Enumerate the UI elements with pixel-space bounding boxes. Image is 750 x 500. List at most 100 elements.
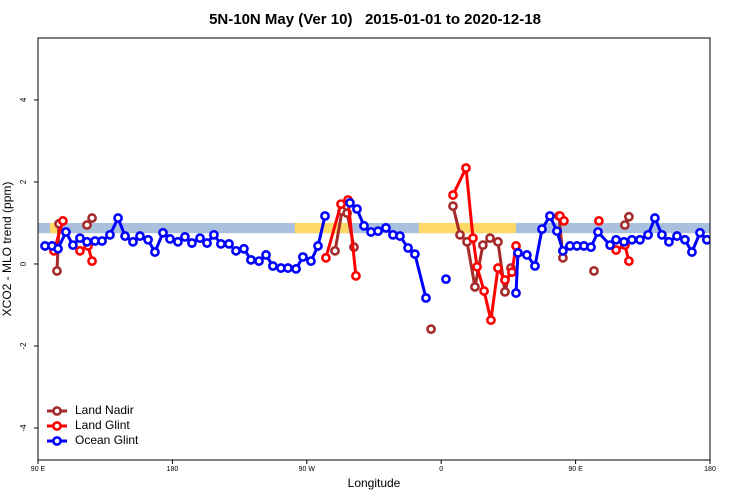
data-point bbox=[619, 220, 630, 230]
data-point bbox=[351, 270, 361, 281]
series-line bbox=[45, 201, 708, 299]
band-highlight bbox=[418, 222, 516, 234]
y-tick-label: 2 bbox=[19, 179, 28, 184]
data-point bbox=[619, 236, 629, 247]
data-point bbox=[53, 243, 63, 254]
reference-band bbox=[38, 222, 710, 234]
data-point bbox=[165, 234, 175, 244]
y-axis-label: XCO2 - MLO trend (ppm) bbox=[0, 182, 14, 317]
data-point bbox=[649, 213, 660, 223]
data-point bbox=[395, 231, 405, 241]
data-point bbox=[657, 229, 667, 240]
data-point bbox=[421, 293, 431, 303]
data-point bbox=[558, 245, 568, 256]
data-point bbox=[128, 236, 138, 247]
data-point bbox=[493, 263, 503, 273]
data-point bbox=[330, 245, 340, 256]
data-point bbox=[426, 324, 436, 335]
marks-layer bbox=[40, 162, 710, 335]
data-point bbox=[87, 213, 97, 223]
data-point bbox=[113, 213, 123, 223]
data-point bbox=[313, 241, 323, 251]
data-point bbox=[461, 163, 471, 173]
y-tick-label: 0 bbox=[19, 261, 28, 266]
data-point bbox=[143, 234, 153, 245]
y-tick-label: 4 bbox=[19, 97, 28, 102]
data-point bbox=[321, 252, 331, 263]
data-point bbox=[507, 267, 517, 278]
data-point bbox=[593, 216, 604, 226]
data-point bbox=[611, 234, 621, 245]
data-point bbox=[455, 229, 465, 240]
data-point bbox=[254, 256, 264, 266]
data-point bbox=[687, 247, 697, 257]
data-point bbox=[589, 266, 599, 276]
data-point bbox=[87, 256, 97, 266]
legend-marker bbox=[52, 421, 62, 431]
legend-label: Ocean Glint bbox=[75, 433, 139, 447]
data-point bbox=[283, 263, 293, 273]
data-point bbox=[448, 201, 458, 212]
legend-marker bbox=[52, 406, 62, 416]
data-point bbox=[298, 252, 308, 262]
data-point bbox=[224, 238, 234, 249]
data-point bbox=[468, 233, 478, 244]
data-point bbox=[513, 247, 523, 258]
data-point bbox=[291, 263, 301, 274]
data-point bbox=[672, 231, 682, 241]
data-point bbox=[82, 220, 92, 230]
data-point bbox=[345, 197, 355, 208]
band-highlight bbox=[49, 222, 62, 234]
data-point bbox=[624, 256, 634, 266]
data-point bbox=[470, 282, 480, 292]
data-point bbox=[522, 250, 532, 260]
data-point bbox=[472, 261, 482, 272]
data-point bbox=[500, 275, 510, 285]
data-point bbox=[268, 261, 278, 271]
data-point bbox=[493, 236, 503, 247]
data-point bbox=[381, 222, 391, 233]
series-line bbox=[55, 205, 631, 293]
data-point bbox=[105, 229, 115, 240]
data-point bbox=[537, 224, 547, 235]
x-tick-label: 90 E bbox=[568, 466, 583, 473]
data-point bbox=[479, 286, 489, 296]
data-point bbox=[135, 231, 145, 241]
data-point bbox=[701, 234, 710, 245]
data-point bbox=[150, 247, 160, 257]
data-point bbox=[530, 261, 540, 271]
data-point bbox=[643, 229, 653, 240]
data-point bbox=[486, 315, 496, 326]
legend-label: Land Glint bbox=[75, 418, 130, 432]
data-point bbox=[545, 211, 555, 221]
series-line bbox=[52, 162, 631, 321]
axes-layer: 90 E 180 90 W 0 90 E 180 -4 -2 0 2 4 bbox=[19, 97, 716, 473]
data-point bbox=[626, 234, 637, 245]
data-point bbox=[511, 288, 521, 298]
data-point bbox=[195, 233, 205, 244]
data-point bbox=[477, 240, 488, 251]
data-point bbox=[61, 227, 71, 237]
x-tick-label: 0 bbox=[439, 466, 443, 473]
y-tick-label: -2 bbox=[19, 342, 28, 350]
legend-label: Land Nadir bbox=[75, 403, 134, 417]
data-point bbox=[403, 243, 413, 253]
data-point bbox=[120, 231, 130, 241]
data-point bbox=[605, 240, 615, 251]
data-point bbox=[52, 266, 62, 276]
data-point bbox=[173, 236, 183, 247]
data-point bbox=[75, 245, 85, 256]
data-point bbox=[624, 211, 634, 222]
y-tick-label: -4 bbox=[19, 424, 28, 432]
data-point bbox=[373, 226, 383, 237]
data-point bbox=[586, 242, 596, 253]
data-point bbox=[448, 190, 458, 200]
data-point bbox=[695, 227, 705, 238]
data-point bbox=[306, 256, 316, 266]
data-point bbox=[187, 238, 197, 248]
chart-title: 5N-10N May (Ver 10) 2015-01-01 to 2020-1… bbox=[209, 11, 541, 28]
data-point bbox=[500, 286, 510, 297]
data-point bbox=[611, 245, 621, 255]
